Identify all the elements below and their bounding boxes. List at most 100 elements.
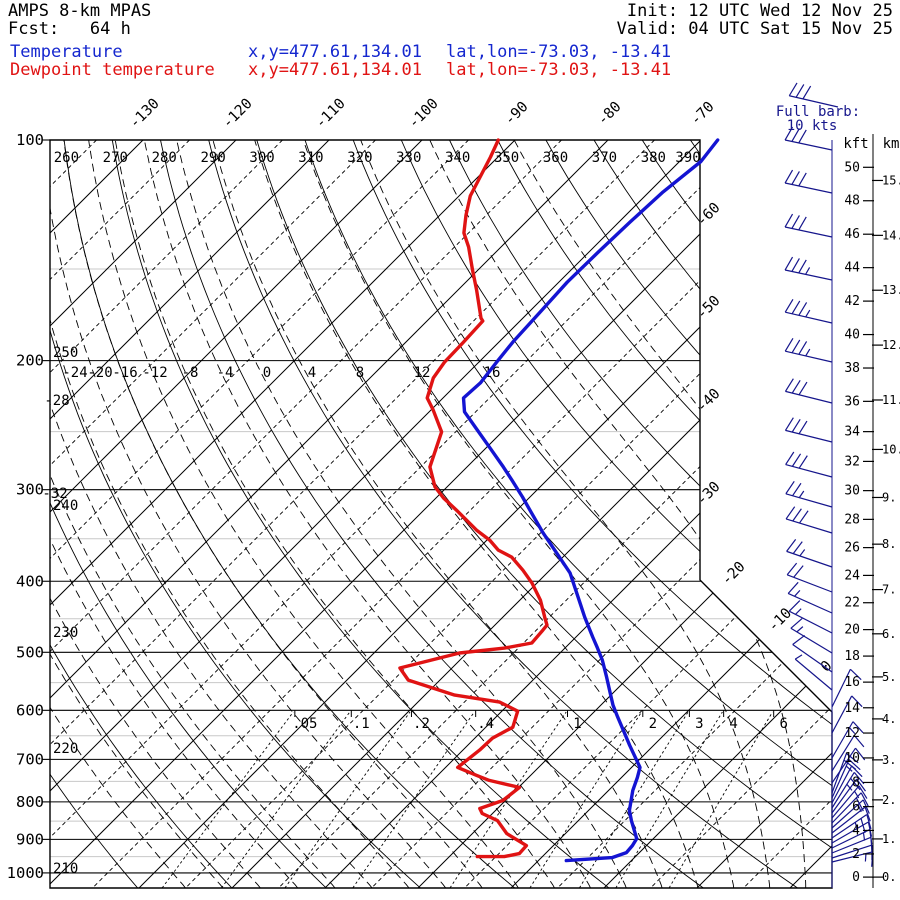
kft-tick-label: 0 — [852, 870, 860, 885]
km-tick-label: 5. — [882, 670, 896, 684]
wind-barb — [786, 539, 833, 568]
kft-tick-label: 24 — [844, 568, 860, 583]
wind-barb — [788, 600, 833, 634]
isotherm-label: -100 — [406, 96, 442, 132]
isotherm-label: -30 — [694, 479, 724, 509]
wind-barb — [785, 506, 833, 534]
wind-barb — [784, 417, 833, 443]
km-tick-label: 3. — [882, 753, 896, 767]
wind-barb — [784, 256, 833, 281]
mixing-ratio-label: .2 — [413, 716, 430, 732]
mixing-ratio-label: .1 — [353, 716, 370, 732]
wind-barb — [831, 668, 862, 708]
km-tick-label: 12. — [882, 338, 900, 352]
moist-adiabat-label: 12 — [414, 365, 431, 381]
isotherm-lines — [50, 140, 832, 888]
theta-label-top: 390 — [675, 150, 700, 166]
theta-label-top: 290 — [200, 150, 225, 166]
kft-tick-label: 50 — [844, 160, 860, 175]
moist-adiabat-label: -24 — [62, 365, 87, 381]
pressure-lines-major — [42, 139, 832, 874]
wind-barb — [831, 806, 871, 834]
moist-adiabat-label: 16 — [484, 365, 501, 381]
isotherm-label: -120 — [220, 96, 256, 132]
moist-adiabat-label: -32 — [42, 486, 67, 502]
isotherm-label: -60 — [694, 200, 724, 230]
km-tick-label: 11. — [882, 393, 900, 407]
km-tick-label: 14. — [882, 228, 900, 242]
kft-tick-label: 30 — [844, 484, 860, 499]
mixing-ratio-label: .4 — [477, 716, 494, 732]
kft-tick-label: 38 — [844, 361, 860, 376]
km-tick-label: 7. — [882, 583, 896, 597]
km-tick-label: 15. — [882, 173, 900, 187]
wind-barb — [785, 480, 833, 508]
km-tick-label: 2. — [882, 793, 896, 807]
isotherm-label: -20 — [719, 559, 749, 589]
kft-tick-label: 42 — [844, 294, 860, 309]
mixing-ratio-labels: .05 .1 .2 .4 1 2 3 4 6 — [292, 716, 788, 732]
km-tick-label: 1. — [882, 832, 896, 846]
moist-adiabat-label: -28 — [44, 393, 69, 409]
pressure-lines-minor — [50, 268, 832, 858]
wind-barb — [831, 721, 864, 759]
moist-adiabat-label: -8 — [182, 365, 199, 381]
kft-tick-label: 20 — [844, 623, 860, 638]
wind-barb — [784, 126, 833, 151]
pressure-label: 500 — [16, 643, 44, 661]
moist-adiabat-label: -12 — [142, 365, 167, 381]
wind-barb — [794, 654, 833, 691]
km-tick-label: 0. — [882, 870, 896, 884]
pressure-label: 1000 — [7, 864, 44, 882]
kft-tick-label: 46 — [844, 227, 860, 242]
legend-dewpoint-latlon: lat,lon=-73.03, -13.41 — [446, 60, 672, 80]
forecast-hour: Fcst: 64 h — [8, 19, 131, 39]
km-tick-label: 4. — [882, 712, 896, 726]
wind-barb — [792, 634, 833, 673]
kft-tick-label: 40 — [844, 328, 860, 343]
kft-tick-label: 26 — [844, 541, 860, 556]
kft-tick-label: 2 — [852, 847, 860, 862]
wind-barb — [786, 562, 833, 593]
theta-label-top: 310 — [298, 150, 323, 166]
mixing-ratio-label: 4 — [729, 716, 737, 732]
km-tick-label: 13. — [882, 283, 900, 297]
theta-label-top: 340 — [445, 150, 470, 166]
wind-barb — [831, 759, 861, 799]
kft-axis-title: kft — [843, 136, 868, 152]
theta-label-top: 260 — [54, 150, 79, 166]
barb-legend-line1: Full barb: — [776, 104, 860, 120]
barb-legend-line2: 10 kts — [787, 118, 838, 134]
dry-adiabats — [50, 140, 832, 888]
pressure-label: 300 — [16, 481, 44, 499]
moist-adiabat-label: 8 — [356, 365, 364, 381]
barb-legend-sample — [788, 82, 839, 108]
sounding-traces — [398, 138, 720, 863]
plot-border — [49, 139, 833, 889]
isotherm-label: -50 — [694, 293, 724, 323]
theta-label-left: 250 — [53, 345, 78, 361]
wind-barb — [787, 581, 833, 614]
legend-temperature-latlon: lat,lon=-73.03, -13.41 — [446, 42, 672, 62]
km-tick-label: 8. — [882, 537, 896, 551]
temperature-trace — [461, 138, 720, 863]
legend-dewpoint-label: Dewpoint temperature — [10, 60, 215, 80]
mixing-ratio-label: 1 — [573, 716, 581, 732]
theta-label-top: 370 — [592, 150, 617, 166]
altitude-axis: 0246810121416182022242628303234363840424… — [844, 134, 900, 888]
wind-barb — [784, 378, 833, 404]
km-tick-label: 10. — [882, 442, 900, 456]
pressure-label: 400 — [16, 572, 44, 590]
isotherm-label: -40 — [694, 386, 724, 416]
theta-label-top: 350 — [494, 150, 519, 166]
moist-adiabat-label: -4 — [217, 365, 234, 381]
dry-adiabat-labels: 260 270 280 290 300 310 320 330 340 350 360 370 380 3… — [53, 150, 701, 877]
theta-label-left: 220 — [53, 741, 78, 757]
pressure-label: 600 — [16, 701, 44, 719]
kft-tick-label: 28 — [844, 512, 860, 527]
pressure-label: 900 — [16, 830, 44, 848]
wind-barb — [784, 338, 833, 363]
model-title: AMPS 8-km MPAS — [8, 1, 152, 21]
legend-temperature-xy: x,y=477.61,134.01 — [248, 42, 422, 62]
